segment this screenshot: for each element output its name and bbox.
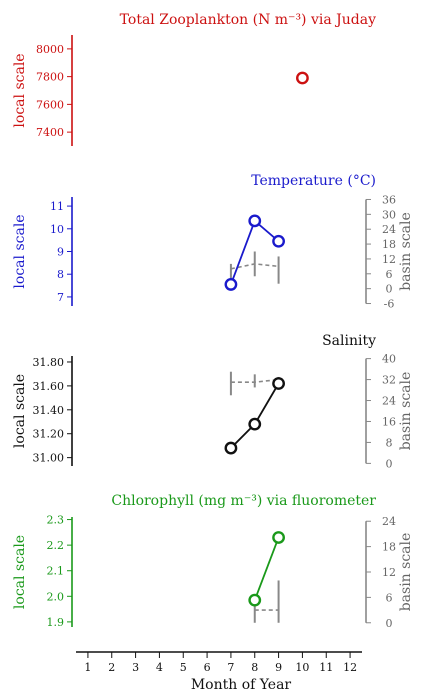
x-tick-label: 4	[156, 661, 163, 674]
x-tick-label: 6	[204, 661, 211, 674]
panel-title: Salinity	[322, 333, 376, 349]
local-tick-label: 2.3	[47, 514, 65, 527]
local-tick-label: 31.20	[33, 428, 65, 441]
basin-tick-label: 40	[382, 353, 396, 366]
basin-tick-label: 24	[382, 515, 396, 528]
basin-tick-label: 0	[386, 457, 393, 470]
local-axis-label: local scale	[12, 535, 28, 609]
panel-4: Chlorophyll (mg m⁻³) via fluorometer 1.9 2…	[12, 493, 414, 630]
x-axis: 1 2 3 4 5 6 7 8 9 10 11 12	[76, 651, 362, 674]
local-series-line	[253, 537, 280, 601]
local-data-point	[272, 234, 285, 248]
basin-axis-label: basin scale	[398, 212, 414, 291]
basin-tick-label: 30	[382, 208, 396, 221]
local-tick-label: 31.40	[33, 404, 65, 417]
local-series-line	[230, 383, 280, 449]
x-tick-label: 2	[108, 661, 115, 674]
basin-tick-label: 12	[382, 253, 396, 266]
basin-tick-label: 24	[382, 223, 396, 236]
basin-axis-label: basin scale	[398, 533, 414, 612]
basin-tick-label: 36	[382, 193, 396, 206]
panel-title: Temperature (°C)	[251, 173, 376, 189]
x-tick-label: 8	[251, 661, 258, 674]
local-tick-label: 8	[57, 268, 64, 281]
basin-tick-label: 16	[382, 415, 396, 428]
local-data-point	[272, 531, 285, 544]
local-tick-label: 31.00	[33, 452, 65, 465]
x-tick-label: 1	[84, 661, 91, 674]
basin-tick-label: 0	[386, 283, 393, 296]
basin-tick-label: 12	[382, 566, 396, 579]
panel-1: Total Zooplankton (N m⁻³) via Juday 7400 7…	[12, 12, 376, 146]
local-data-point	[248, 214, 262, 228]
x-tick-label: 9	[275, 661, 282, 674]
local-axis-label: local scale	[12, 214, 28, 288]
local-tick-label: 7400	[36, 126, 64, 139]
local-tick-label: 2.0	[47, 590, 65, 603]
local-tick-label: 10	[50, 223, 64, 236]
basin-tick-label: 0	[386, 617, 393, 630]
basin-tick-label: 18	[382, 541, 396, 554]
local-tick-label: 9	[57, 246, 64, 259]
basin-tick-label: 6	[386, 268, 393, 281]
local-data-point	[272, 377, 285, 390]
x-tick-label: 7	[227, 661, 234, 674]
x-tick-label: 11	[319, 661, 333, 674]
x-tick-label: 5	[180, 661, 187, 674]
panel-title: Total Zooplankton (N m⁻³) via Juday	[120, 12, 376, 28]
local-tick-label: 7600	[36, 98, 64, 111]
x-tick-label: 3	[132, 661, 139, 674]
local-data-point	[224, 278, 238, 291]
basin-tick-label: 32	[382, 374, 396, 387]
basin-tick-label: 18	[382, 238, 396, 251]
local-tick-label: 31.80	[33, 356, 65, 369]
local-axis-label: local scale	[12, 53, 28, 127]
basin-mean-line	[230, 263, 279, 270]
x-tick-label: 10	[295, 661, 309, 674]
local-tick-label: 11	[50, 200, 64, 213]
local-data-point	[224, 441, 238, 455]
local-tick-label: 31.60	[33, 380, 65, 393]
x-tick-label: 12	[343, 661, 357, 674]
local-tick-label: 2.1	[47, 565, 65, 578]
panel-title: Chlorophyll (mg m⁻³) via fluorometer	[111, 493, 376, 509]
local-tick-label: 1.9	[47, 616, 65, 629]
basin-axis-label: basin scale	[398, 372, 414, 451]
local-data-point	[296, 71, 309, 85]
local-axis-label: local scale	[12, 374, 28, 448]
local-tick-label: 7800	[36, 71, 64, 84]
panel-3: Salinity 31.00 31.20 31.40 31.60 31.80 local s…	[12, 333, 414, 470]
local-data-point	[248, 417, 262, 431]
local-tick-label: 7	[57, 291, 64, 304]
basin-tick-label: -6	[384, 298, 395, 311]
panel-2: Temperature (°C) 7 8 9 10 11 local scale -6 0 6 12…	[12, 173, 414, 311]
local-data-point	[248, 593, 262, 607]
local-tick-label: 8000	[36, 43, 64, 56]
local-tick-label: 2.2	[47, 539, 65, 552]
x-axis-label: Month of Year	[191, 677, 292, 693]
basin-tick-label: 6	[386, 591, 393, 604]
basin-mean-line	[230, 378, 279, 383]
basin-tick-label: 8	[386, 436, 393, 449]
basin-tick-label: 24	[382, 395, 396, 408]
